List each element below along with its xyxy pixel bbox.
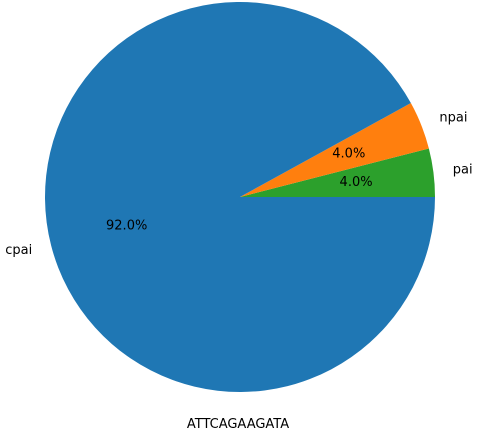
pct-label-npai: 4.0% — [332, 146, 365, 161]
pie-slice-npai — [240, 103, 429, 197]
x-axis-label: ATTCAGAAGATA — [187, 417, 289, 432]
category-label-cpai: cpai — [5, 243, 32, 258]
category-labels: pai npai cpai — [5, 111, 472, 258]
percentage-labels: 4.0% 4.0% 92.0% — [106, 146, 373, 233]
pie-slice-pai — [240, 148, 435, 197]
category-label-pai: pai — [453, 163, 473, 178]
category-label-npai: npai — [439, 111, 467, 126]
pie-slice-cpai — [45, 2, 435, 393]
pct-label-cpai: 92.0% — [106, 219, 147, 234]
pie-slices — [45, 2, 435, 393]
pct-label-pai: 4.0% — [340, 175, 373, 190]
